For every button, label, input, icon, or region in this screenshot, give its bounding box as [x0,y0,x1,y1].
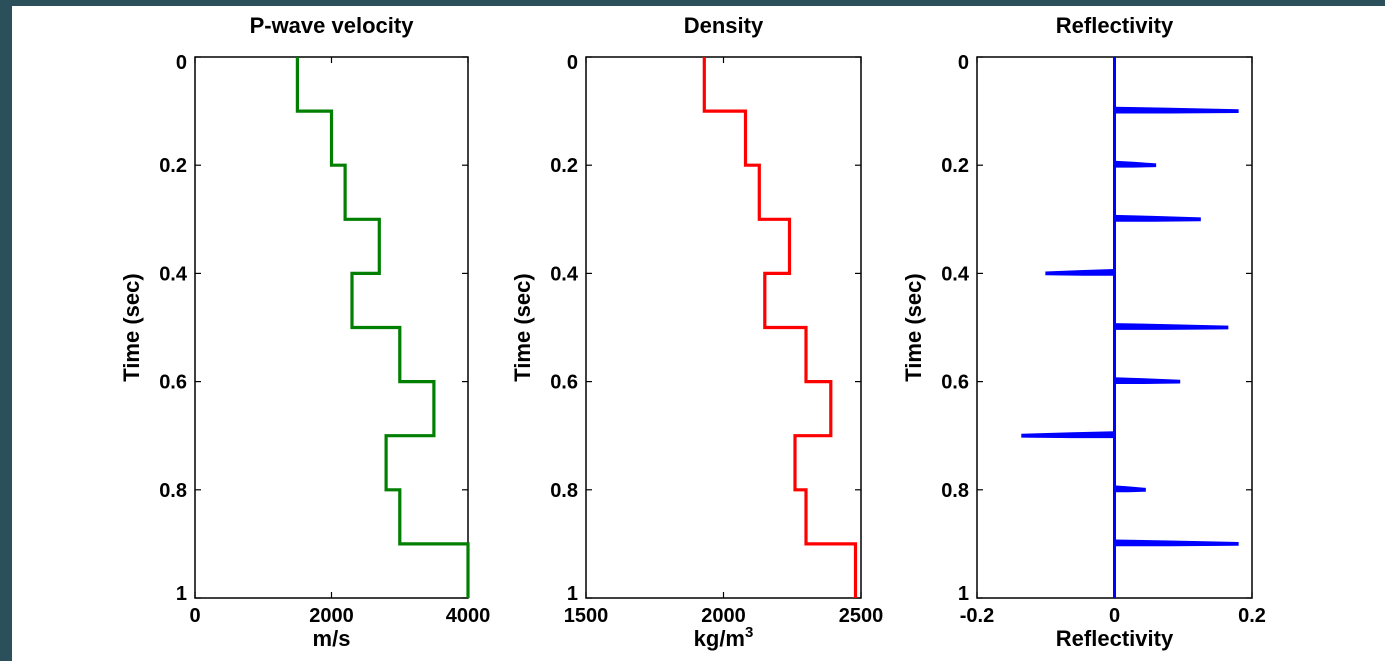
y-tick-label: 0.4 [941,263,970,285]
panel-3: 0 0.2 0.4 0.6 0.8 1-0.2 0 0.2 Reflectivity Time (… [901,13,1266,651]
y-tick-label: 0.2 [941,155,969,177]
reflectivity-spike [1114,214,1201,222]
x-axis-label: m/s [313,626,351,651]
chart-title: Reflectivity [1056,13,1174,38]
x-tick-label: 1500 [564,605,609,627]
x-tick-label: 0 [189,605,200,627]
y-tick-label: 0.8 [550,480,578,502]
y-tick-label: 1 [176,583,187,605]
reflectivity-spike [1045,268,1115,276]
y-tick-label: 0.2 [159,155,187,177]
x-tick-label: 4000 [446,605,491,627]
y-tick-label: 0.2 [550,155,578,177]
plot-frame [585,56,862,599]
x-axis-label: Reflectivity [1056,626,1174,651]
reflectivity-spike [1114,323,1229,330]
series-line-1 [702,57,858,598]
reflectivity-spike [1114,539,1239,547]
x-tick-label: 0 [1109,605,1120,627]
y-axis-label: Time (sec) [901,273,926,381]
y-tick-label: 0 [958,52,969,74]
figure: 0 0.2 0.4 0.6 0.8 1 0 2000 4000 P-wave velocity Ti… [12,6,1385,661]
x-tick-label: 2000 [309,605,354,627]
y-tick-label: 0.8 [941,480,969,502]
y-tick-label: 1 [567,583,578,605]
x-tick-label: -0.2 [960,605,994,627]
x-axis-label: kg/m3 [694,624,754,651]
y-tick-label: 0.6 [550,372,578,394]
x-axis-label-superscript: 3 [745,624,753,641]
series-line-1 [295,57,470,598]
chart-title: P-wave velocity [250,13,415,38]
reflectivity-spike [1114,106,1239,114]
reflectivity-spike [1114,485,1146,493]
y-tick-label: 0.8 [159,480,187,502]
reflectivity-spike [1114,160,1157,168]
y-tick-label: 1 [958,583,969,605]
y-tick-label: 0.4 [550,263,579,285]
y-tick-label: 0.6 [941,372,969,394]
y-tick-label: 0 [176,52,187,74]
chart-title: Density [684,13,764,38]
x-tick-label: 2500 [839,605,884,627]
y-axis-label: Time (sec) [119,273,144,381]
reflectivity-spike [1114,377,1181,384]
x-tick-label: 0.2 [1238,605,1266,627]
y-tick-label: 0.4 [159,263,188,285]
y-axis-label: Time (sec) [510,273,535,381]
reflectivity-spike [1021,431,1115,439]
y-tick-label: 0 [567,52,578,74]
x-tick-label: 2000 [701,605,746,627]
y-tick-label: 0.6 [159,372,187,394]
